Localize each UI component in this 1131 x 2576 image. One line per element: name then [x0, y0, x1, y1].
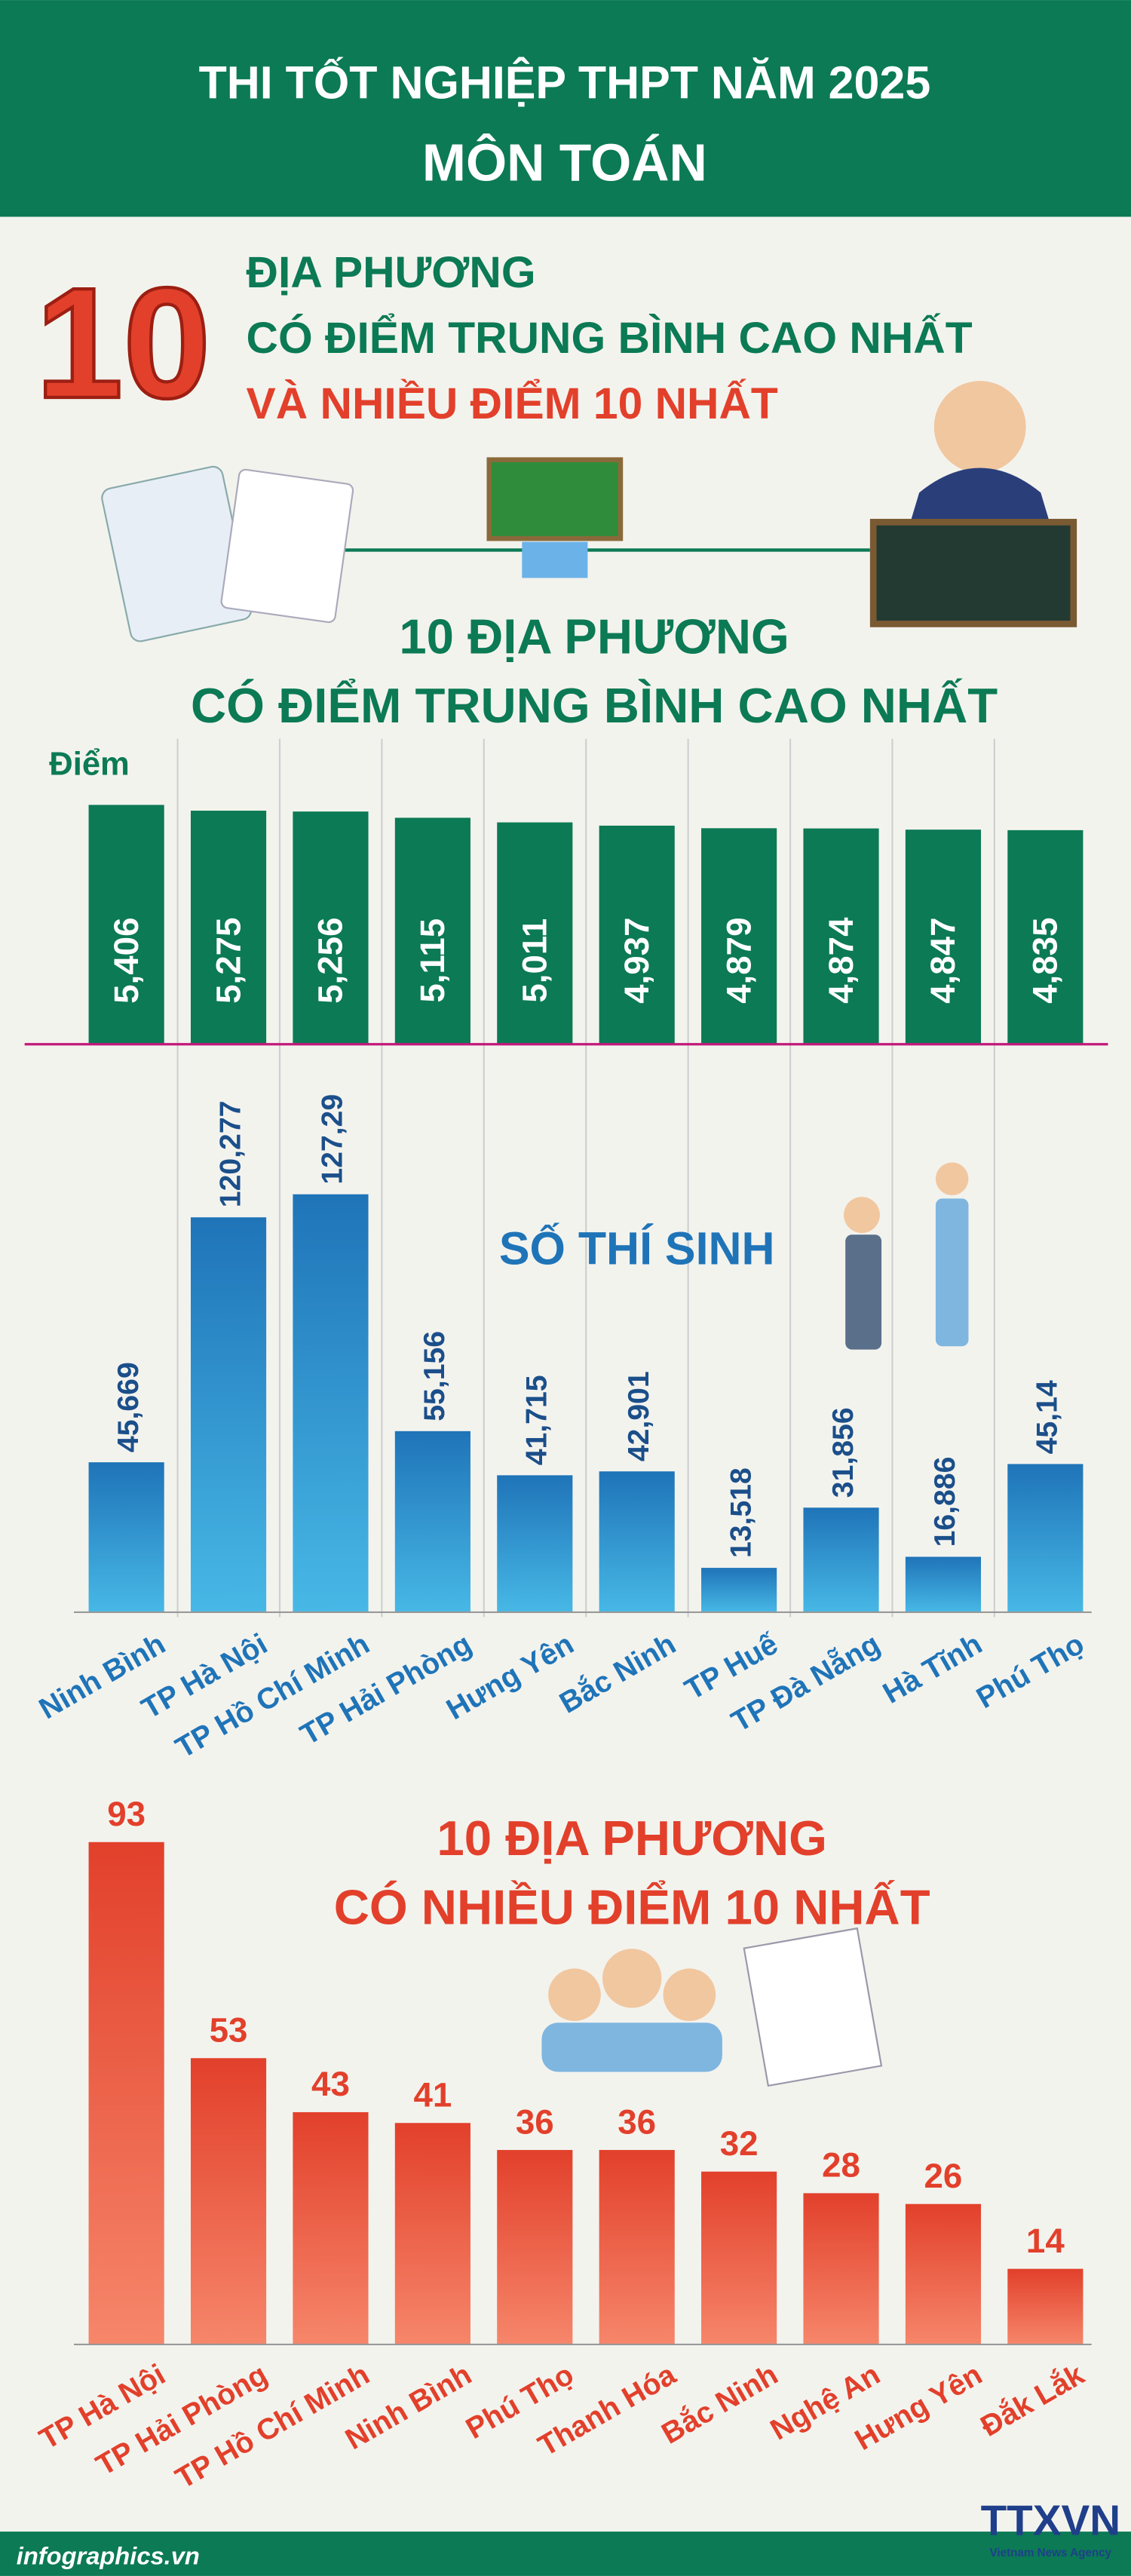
bar [497, 2150, 573, 2344]
bar [905, 2203, 982, 2344]
value-label: 16,886 [929, 1457, 961, 1547]
value-label: 41,715 [521, 1375, 553, 1465]
bar [497, 822, 573, 1044]
chart-title: 10 ĐỊA PHƯƠNG [437, 1811, 826, 1866]
intro-number: 10 [35, 256, 210, 431]
value-label: 36 [618, 2102, 656, 2141]
value-label: 13,518 [725, 1467, 757, 1558]
bar [394, 2123, 470, 2344]
subtitle: MÔN TOÁN [422, 133, 707, 192]
bar [803, 2193, 879, 2344]
value-label: 4,847 [924, 917, 962, 1003]
bar [190, 811, 267, 1044]
bar [803, 1507, 879, 1612]
value-label: 127,29 [317, 1094, 349, 1185]
bar [905, 1556, 982, 1612]
value-label: 36 [516, 2102, 554, 2141]
source: infographics.vn [17, 2542, 200, 2570]
value-label: 42,901 [623, 1371, 655, 1461]
value-label: 5,011 [516, 918, 554, 1003]
bar [599, 1471, 675, 1612]
bar [1007, 2268, 1083, 2344]
chart-subtitle: CÓ NHIỀU ĐIỂM 10 NHẤT [334, 1880, 930, 1935]
logo: TTXVN [981, 2496, 1121, 2544]
bar [293, 1194, 369, 1612]
bar [599, 2150, 675, 2344]
value-label: 53 [210, 2011, 248, 2050]
illustration [101, 381, 1077, 2087]
chart-subtitle: CÓ ĐIỂM TRUNG BÌNH CAO NHẤT [191, 678, 998, 733]
value-label: 31,856 [827, 1407, 860, 1498]
value-label: 26 [924, 2157, 963, 2195]
title: THI TỐT NGHIỆP THPT NĂM 2025 [199, 57, 931, 109]
value-label: 45,669 [112, 1362, 145, 1452]
footer-band [0, 2532, 1131, 2576]
value-label: 93 [107, 1795, 146, 1833]
chart-title: 10 ĐỊA PHƯƠNG [399, 609, 789, 664]
value-label: 45,14 [1031, 1380, 1064, 1454]
bar [497, 1475, 573, 1612]
intro-line: CÓ ĐIỂM TRUNG BÌNH CAO NHẤT [247, 313, 973, 363]
bar [701, 828, 777, 1044]
value-label: 41 [413, 2075, 452, 2114]
value-label: 120,277 [214, 1101, 247, 1208]
value-label: 5,275 [209, 917, 247, 1003]
value-label: 5,256 [311, 917, 350, 1003]
value-label: 4,835 [1026, 917, 1065, 1003]
chart-title: SỐ THÍ SINH [499, 1222, 775, 1274]
bar [88, 1842, 164, 2344]
value-label: 4,879 [719, 917, 758, 1003]
header-band [0, 0, 1131, 217]
bar [190, 1217, 267, 1612]
bar [190, 2058, 267, 2344]
bar [905, 830, 982, 1044]
value-label: 4,937 [618, 917, 656, 1003]
intro-line: VÀ NHIỀU ĐIỂM 10 NHẤT [247, 379, 778, 428]
bar [394, 1431, 470, 1612]
bar [88, 1462, 164, 1612]
value-label: 28 [822, 2146, 860, 2185]
value-label: 43 [311, 2065, 350, 2103]
bar [1007, 830, 1083, 1044]
bar [599, 825, 675, 1044]
bar [1007, 1464, 1083, 1612]
bar [394, 817, 470, 1044]
bar [293, 2111, 369, 2344]
value-label: 32 [720, 2124, 759, 2163]
bar [803, 828, 879, 1044]
value-label: 55,156 [418, 1331, 451, 1421]
value-label: 14 [1026, 2222, 1065, 2260]
bar [701, 1568, 777, 1612]
bar [88, 805, 164, 1044]
value-label: 5,115 [413, 918, 452, 1003]
value-label: 5,406 [107, 917, 146, 1003]
y-axis-label: Điểm [49, 747, 129, 783]
agency: Vietnam News Agency [990, 2547, 1112, 2559]
intro-line: ĐỊA PHƯƠNG [247, 248, 536, 297]
bar [701, 2171, 777, 2344]
value-label: 4,874 [822, 917, 860, 1004]
bar [293, 811, 369, 1044]
